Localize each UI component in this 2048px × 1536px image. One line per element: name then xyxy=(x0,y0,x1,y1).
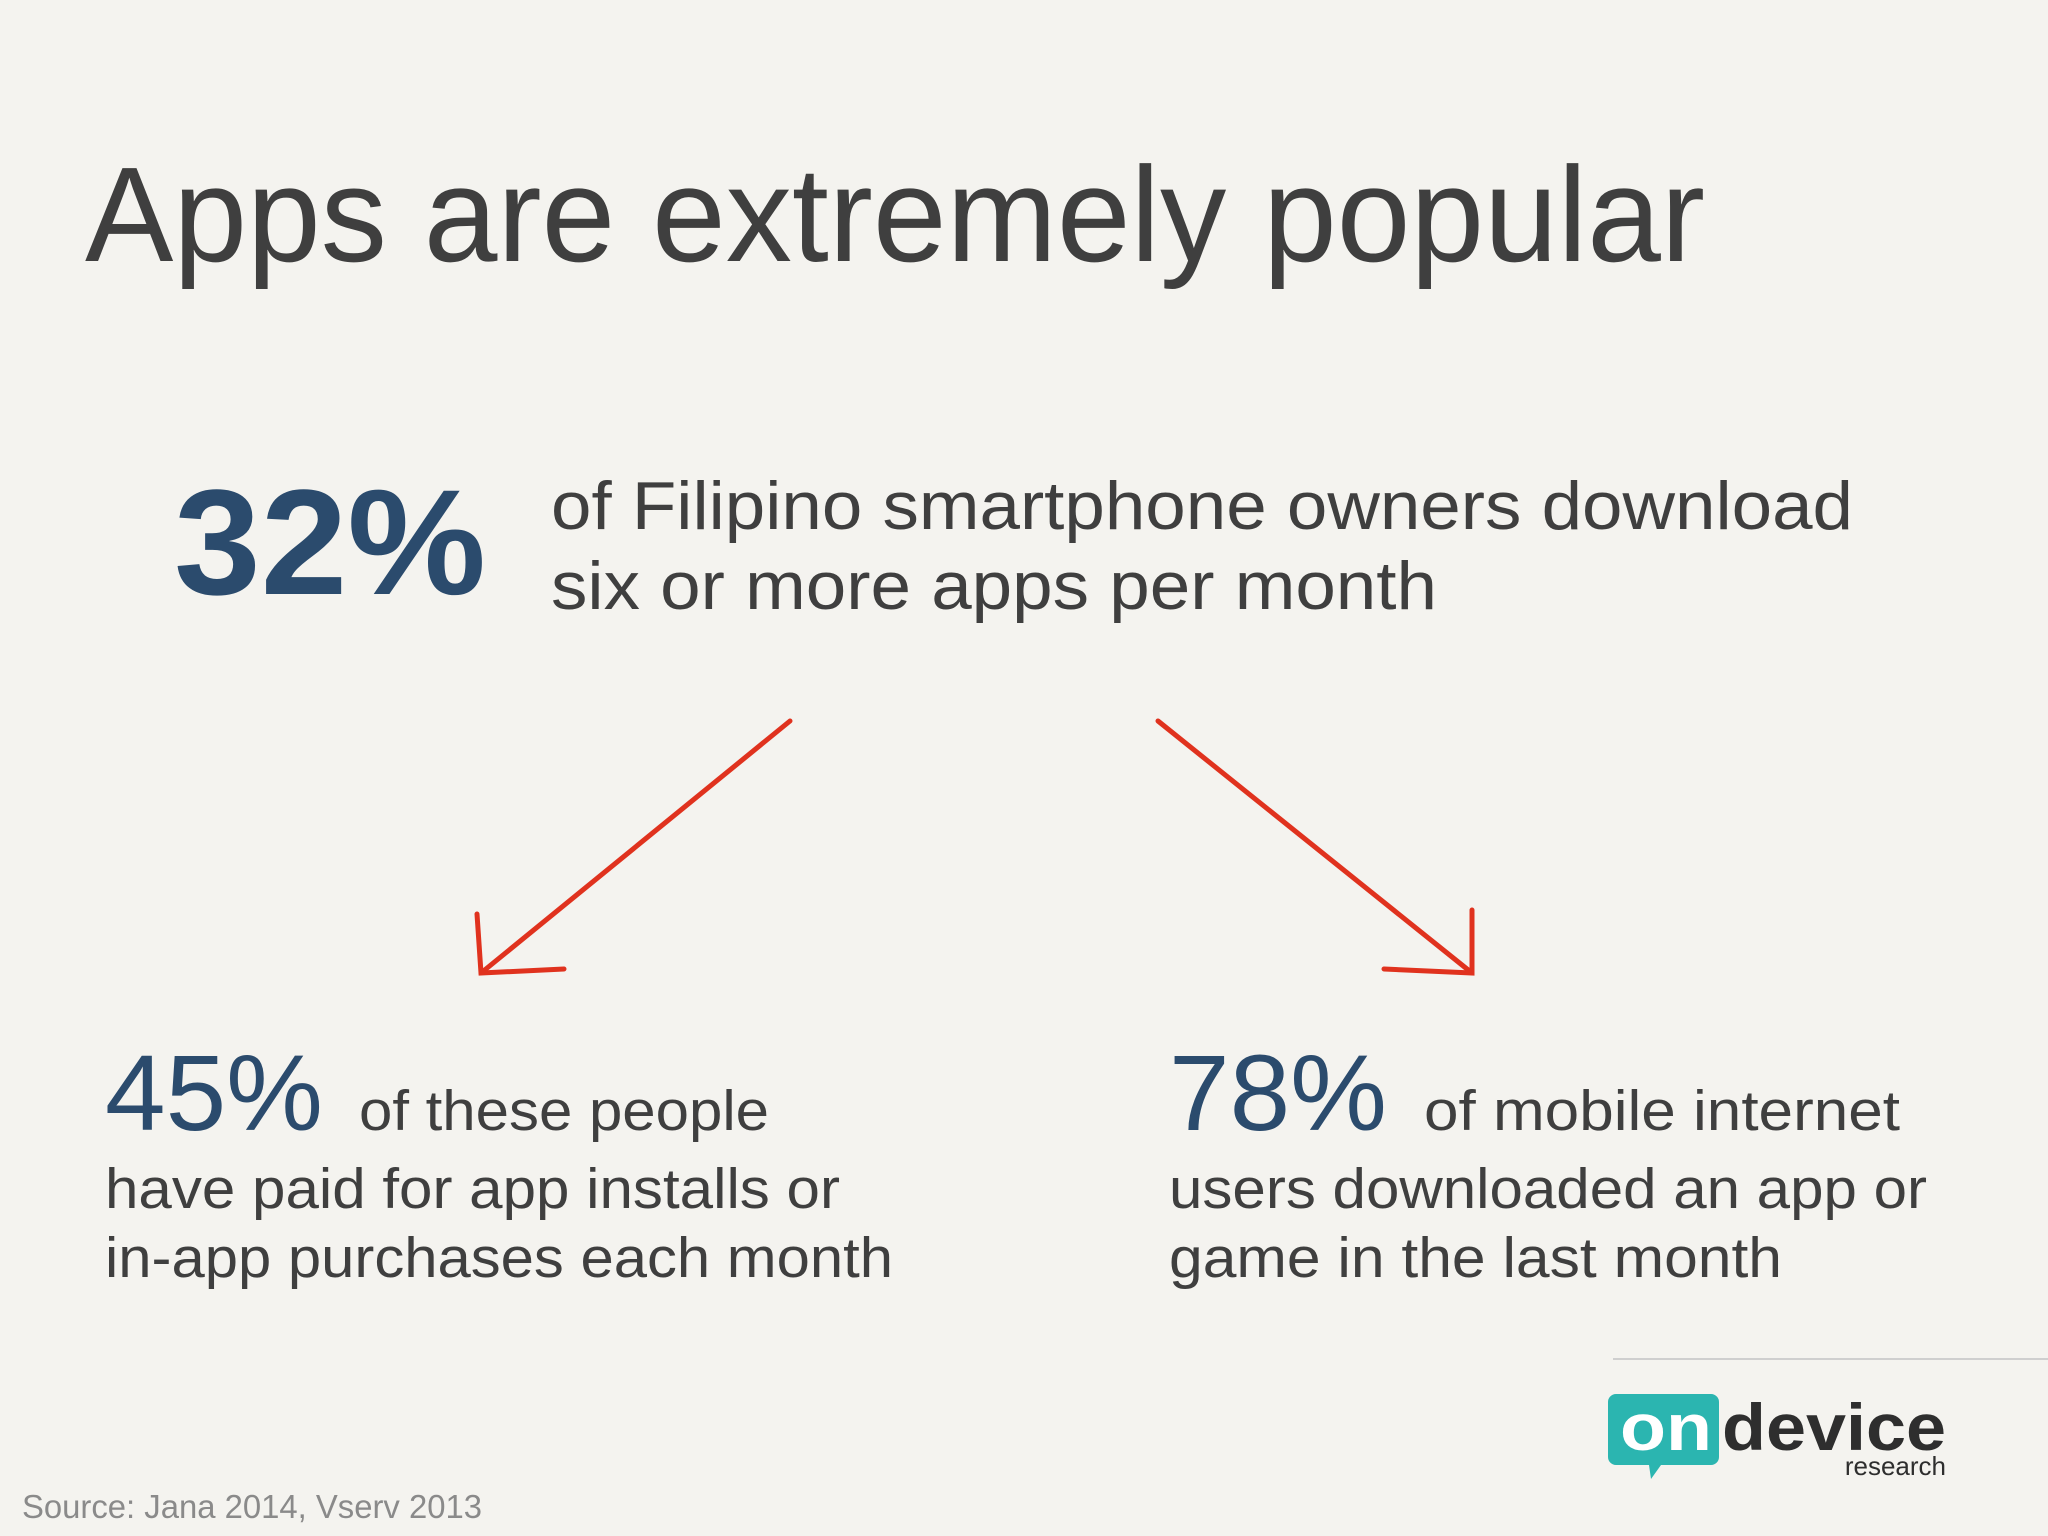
stat-line: of these people xyxy=(359,1079,769,1143)
arrow-shaft xyxy=(1155,718,1475,976)
stat-figure: 45% xyxy=(105,1032,323,1153)
arrow-shaft xyxy=(478,718,793,976)
headline-line: six or more apps per month xyxy=(551,548,1437,624)
headline-figure: 32% xyxy=(174,458,486,626)
stat-line: of mobile internet xyxy=(1424,1079,1900,1143)
logo-device: device xyxy=(1722,1390,1946,1464)
arrow-left xyxy=(474,718,793,976)
arrow-head xyxy=(1381,907,1475,976)
logo-research: research xyxy=(1845,1451,1946,1481)
logo-on: on xyxy=(1620,1390,1712,1464)
arrow-right xyxy=(1155,718,1475,976)
slide-title: Apps are extremely popular xyxy=(85,139,1705,290)
stat-line: have paid for app installs or xyxy=(105,1157,840,1221)
arrow-head xyxy=(474,911,567,976)
stat-figure: 78% xyxy=(1169,1032,1387,1153)
logo-bubble xyxy=(1608,1394,1719,1479)
headline-line: of Filipino smartphone owners download xyxy=(551,468,1853,544)
stat-line: in-app purchases each month xyxy=(105,1226,893,1290)
stat-line: users downloaded an app or xyxy=(1169,1157,1927,1221)
stat-line: game in the last month xyxy=(1169,1226,1782,1290)
logo: on device research xyxy=(1608,1390,1946,1481)
source-note: Source: Jana 2014, Vserv 2013 xyxy=(22,1488,482,1525)
